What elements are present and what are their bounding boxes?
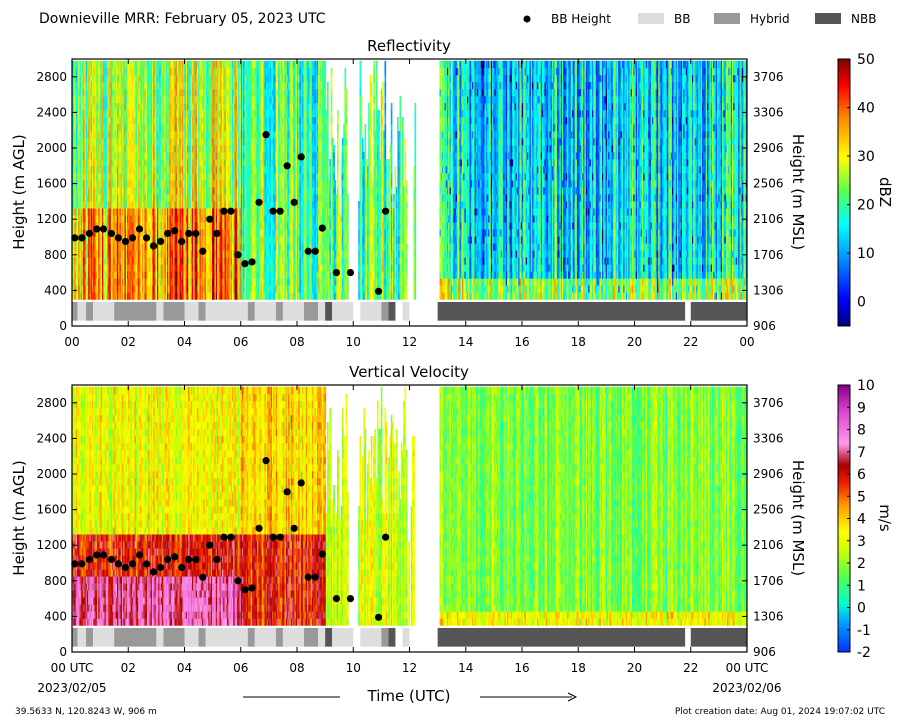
legend-item-bb-height: BB Height: [524, 12, 612, 26]
figure-title: Downieville MRR: February 05, 2023 UTC: [39, 11, 326, 27]
legend-label: BB: [674, 12, 690, 26]
legend-label: BB Height: [551, 12, 611, 26]
legend-label: Hybrid: [750, 12, 790, 26]
legend-swatch: [815, 13, 841, 24]
legend-item-bb: BB: [638, 12, 690, 26]
reflectivity-title: Reflectivity: [367, 37, 451, 55]
reflectivity-panel: Reflectivity 00 02 04 06 08 10 12 14 16 18 20 22 000…: [10, 37, 807, 349]
mrr-figure: Downieville MRR: February 05, 2023 UTC B…: [0, 0, 900, 725]
legend-label: NBB: [851, 12, 876, 26]
legend-item-hybrid: Hybrid: [714, 12, 790, 26]
legend-item-nbb: NBB: [815, 12, 876, 26]
legend-swatch: [714, 13, 740, 24]
legend-marker-icon: [524, 16, 531, 23]
legend: BB Height BB Hybrid NBB: [524, 12, 877, 26]
legend-swatch: [638, 13, 664, 24]
